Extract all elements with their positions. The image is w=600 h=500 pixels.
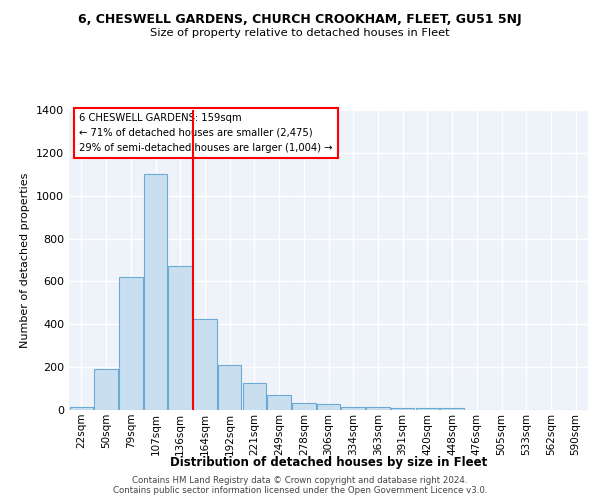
Text: Contains public sector information licensed under the Open Government Licence v3: Contains public sector information licen… <box>113 486 487 495</box>
Bar <box>119 277 143 410</box>
Text: Distribution of detached houses by size in Fleet: Distribution of detached houses by size … <box>170 456 487 469</box>
Text: 6 CHESWELL GARDENS: 159sqm
← 71% of detached houses are smaller (2,475)
29% of s: 6 CHESWELL GARDENS: 159sqm ← 71% of deta… <box>79 113 333 152</box>
Bar <box>341 407 365 410</box>
Bar <box>268 396 291 410</box>
Text: 6, CHESWELL GARDENS, CHURCH CROOKHAM, FLEET, GU51 5NJ: 6, CHESWELL GARDENS, CHURCH CROOKHAM, FL… <box>78 12 522 26</box>
Bar <box>317 404 340 410</box>
Bar <box>70 407 93 410</box>
Bar <box>242 383 266 410</box>
Y-axis label: Number of detached properties: Number of detached properties <box>20 172 31 348</box>
Bar <box>366 408 389 410</box>
Text: Contains HM Land Registry data © Crown copyright and database right 2024.: Contains HM Land Registry data © Crown c… <box>132 476 468 485</box>
Bar <box>193 319 217 410</box>
Bar <box>416 408 439 410</box>
Bar <box>292 403 316 410</box>
Bar <box>218 365 241 410</box>
Bar <box>94 370 118 410</box>
Bar <box>169 266 192 410</box>
Bar <box>144 174 167 410</box>
Text: Size of property relative to detached houses in Fleet: Size of property relative to detached ho… <box>150 28 450 38</box>
Bar <box>391 408 415 410</box>
Bar <box>440 408 464 410</box>
